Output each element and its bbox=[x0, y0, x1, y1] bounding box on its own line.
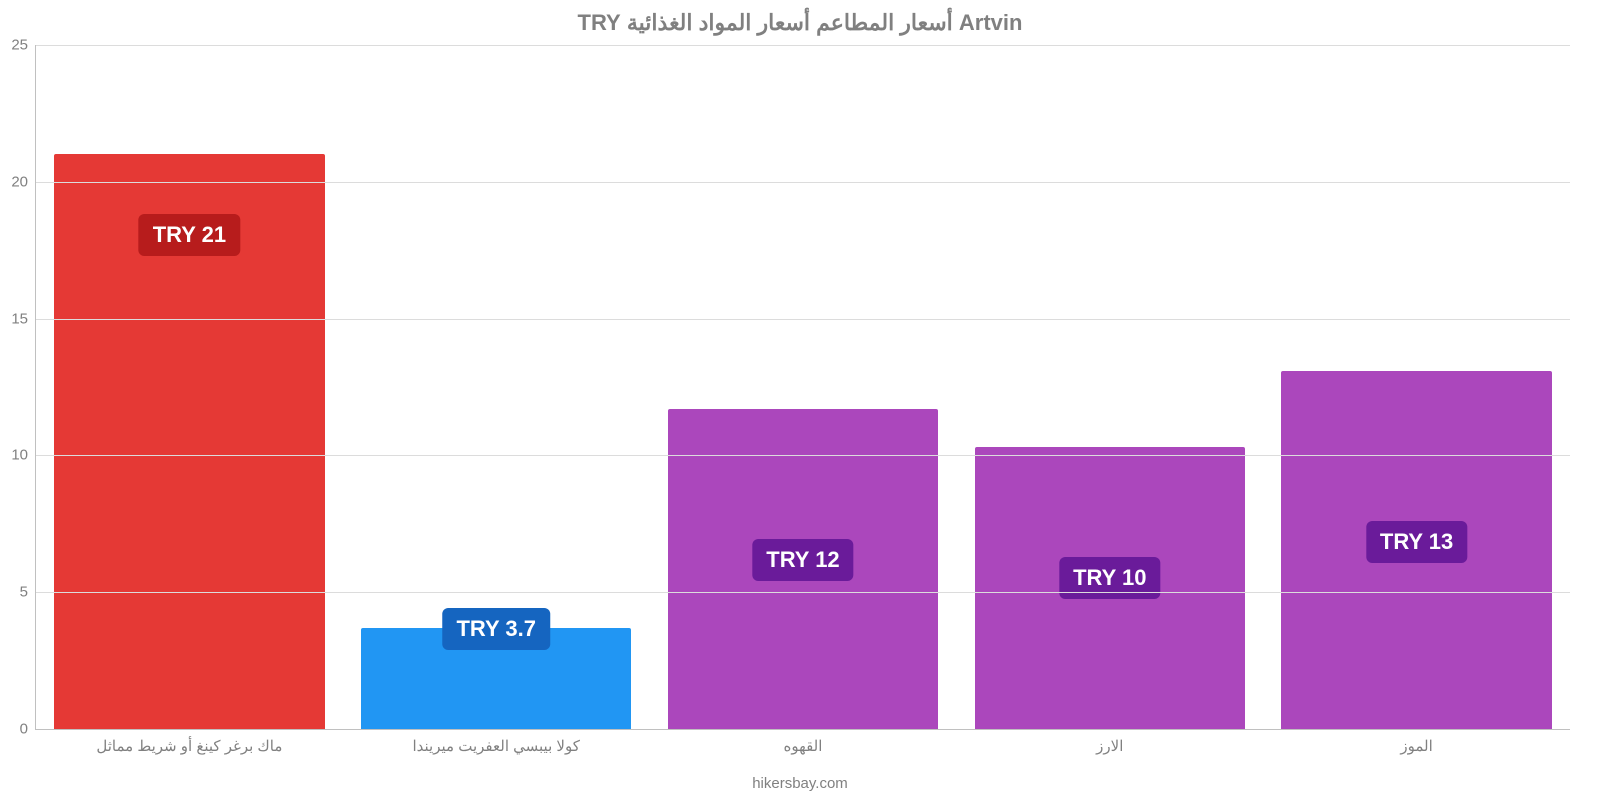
x-axis-label: القهوه bbox=[784, 729, 823, 755]
bar-slot: TRY 13الموز bbox=[1279, 45, 1555, 729]
y-tick-label: 0 bbox=[20, 721, 36, 738]
bar-slot: TRY 3.7كولا بيبسي العفريت ميريندا bbox=[358, 45, 634, 729]
value-badge: TRY 3.7 bbox=[442, 608, 549, 650]
attribution-text: hikersbay.com bbox=[752, 775, 848, 792]
x-axis-label: الارز bbox=[1096, 729, 1123, 755]
y-tick-label: 10 bbox=[11, 447, 36, 464]
gridline bbox=[36, 319, 1570, 320]
bar: TRY 3.7 bbox=[361, 628, 632, 729]
gridline bbox=[36, 45, 1570, 46]
value-badge: TRY 13 bbox=[1366, 521, 1467, 563]
value-badge: TRY 12 bbox=[752, 539, 853, 581]
gridline bbox=[36, 182, 1570, 183]
bar-slot: TRY 12القهوه bbox=[665, 45, 941, 729]
bars-region: TRY 21ماك برغر كينغ أو شريط مماثلTRY 3.7… bbox=[36, 45, 1570, 729]
chart-title: Artvin أسعار المطاعم أسعار المواد الغذائ… bbox=[578, 10, 1023, 36]
price-bar-chart: Artvin أسعار المطاعم أسعار المواد الغذائ… bbox=[0, 0, 1600, 800]
gridline bbox=[36, 455, 1570, 456]
bar: TRY 13 bbox=[1281, 371, 1552, 729]
x-axis-label: كولا بيبسي العفريت ميريندا bbox=[412, 729, 579, 755]
bar: TRY 12 bbox=[668, 409, 939, 729]
bar-slot: TRY 21ماك برغر كينغ أو شريط مماثل bbox=[51, 45, 327, 729]
gridline bbox=[36, 592, 1570, 593]
x-axis-label: ماك برغر كينغ أو شريط مماثل bbox=[96, 729, 282, 755]
y-tick-label: 5 bbox=[20, 584, 36, 601]
y-tick-label: 20 bbox=[11, 173, 36, 190]
bar: TRY 10 bbox=[975, 447, 1246, 729]
plot-area: TRY 21ماك برغر كينغ أو شريط مماثلTRY 3.7… bbox=[35, 45, 1570, 730]
value-badge: TRY 21 bbox=[139, 214, 240, 256]
bar-slot: TRY 10الارز bbox=[972, 45, 1248, 729]
bar: TRY 21 bbox=[54, 154, 325, 729]
x-axis-label: الموز bbox=[1400, 729, 1432, 755]
y-tick-label: 25 bbox=[11, 37, 36, 54]
y-tick-label: 15 bbox=[11, 310, 36, 327]
